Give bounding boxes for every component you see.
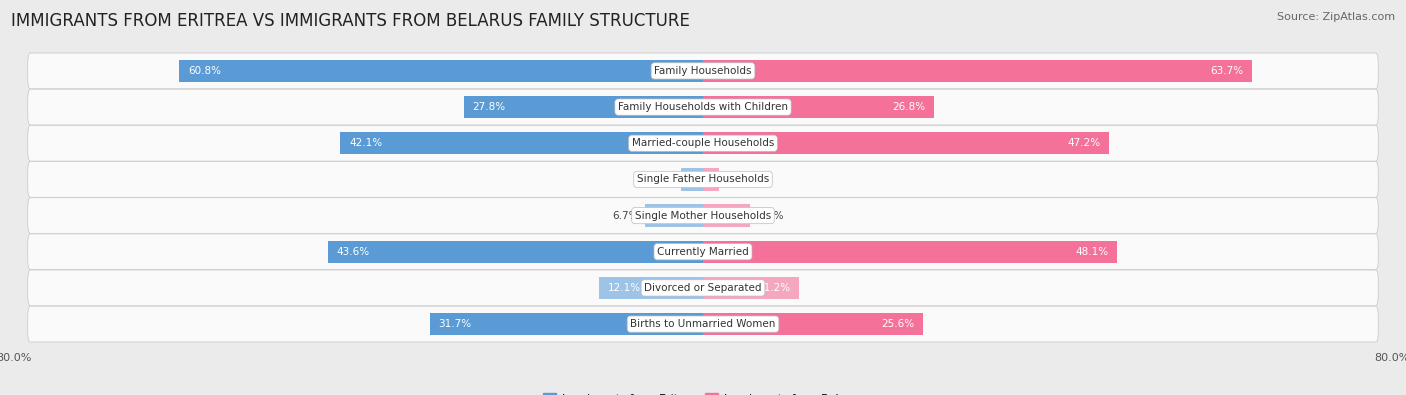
Text: 31.7%: 31.7% [439, 319, 472, 329]
Text: 42.1%: 42.1% [349, 138, 382, 148]
FancyBboxPatch shape [28, 306, 1378, 342]
Text: 2.5%: 2.5% [648, 175, 675, 184]
Text: 5.5%: 5.5% [758, 211, 783, 220]
Bar [180, 60, 703, 82]
Text: 27.8%: 27.8% [472, 102, 505, 112]
Legend: Immigrants from Eritrea, Immigrants from Belarus: Immigrants from Eritrea, Immigrants from… [538, 389, 868, 395]
Text: 43.6%: 43.6% [336, 247, 370, 257]
Bar [464, 96, 703, 118]
Text: Single Father Households: Single Father Households [637, 175, 769, 184]
FancyBboxPatch shape [28, 198, 1378, 233]
Text: Married-couple Households: Married-couple Households [631, 138, 775, 148]
Text: Divorced or Separated: Divorced or Separated [644, 283, 762, 293]
Bar [599, 277, 703, 299]
Bar [703, 241, 1118, 263]
Bar [328, 241, 703, 263]
Text: IMMIGRANTS FROM ERITREA VS IMMIGRANTS FROM BELARUS FAMILY STRUCTURE: IMMIGRANTS FROM ERITREA VS IMMIGRANTS FR… [11, 12, 690, 30]
Text: 1.9%: 1.9% [727, 175, 752, 184]
Bar [703, 60, 1251, 82]
Text: 11.2%: 11.2% [758, 283, 790, 293]
Bar [645, 204, 703, 227]
Text: 48.1%: 48.1% [1076, 247, 1108, 257]
Text: Family Households with Children: Family Households with Children [619, 102, 787, 112]
Text: Single Mother Households: Single Mother Households [636, 211, 770, 220]
Text: 63.7%: 63.7% [1209, 66, 1243, 76]
Bar [703, 132, 1109, 154]
Text: Source: ZipAtlas.com: Source: ZipAtlas.com [1277, 12, 1395, 22]
Text: 12.1%: 12.1% [607, 283, 641, 293]
Bar [703, 96, 934, 118]
Text: Births to Unmarried Women: Births to Unmarried Women [630, 319, 776, 329]
Bar [703, 204, 751, 227]
Bar [340, 132, 703, 154]
FancyBboxPatch shape [28, 234, 1378, 270]
Text: 26.8%: 26.8% [891, 102, 925, 112]
FancyBboxPatch shape [28, 270, 1378, 306]
FancyBboxPatch shape [28, 89, 1378, 125]
Bar [430, 313, 703, 335]
Text: Family Households: Family Households [654, 66, 752, 76]
Text: 25.6%: 25.6% [882, 319, 915, 329]
FancyBboxPatch shape [28, 162, 1378, 198]
Text: 47.2%: 47.2% [1067, 138, 1101, 148]
Bar [703, 313, 924, 335]
Bar [682, 168, 703, 191]
Text: 60.8%: 60.8% [188, 66, 221, 76]
Text: 6.7%: 6.7% [612, 211, 638, 220]
FancyBboxPatch shape [28, 125, 1378, 161]
Text: Currently Married: Currently Married [657, 247, 749, 257]
Bar [703, 168, 720, 191]
FancyBboxPatch shape [28, 53, 1378, 89]
Bar [703, 277, 800, 299]
